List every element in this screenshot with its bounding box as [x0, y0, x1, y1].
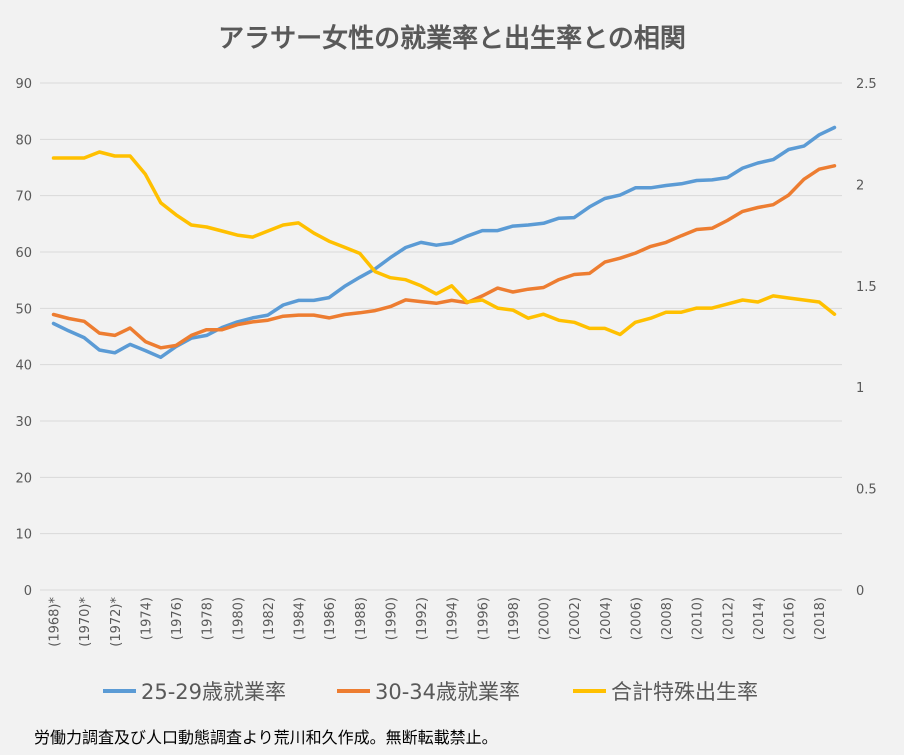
y-left-tick-label: 30 [15, 415, 32, 430]
x-tick-label: (2006) [629, 597, 644, 640]
x-tick-label: (1992) [415, 597, 430, 640]
y-right-tick-label: 0.5 [856, 483, 877, 498]
y-left-tick-label: 90 [15, 77, 32, 92]
legend-label-2: 30-34歳就業率 [375, 680, 520, 704]
x-tick-label: (2002) [568, 597, 583, 640]
x-tick-label: (2010) [691, 597, 706, 640]
footnote: 労働力調査及び人口動態調査より荒川和久作成。無断転載禁止。 [34, 728, 498, 747]
x-tick-label: (1998) [507, 597, 522, 640]
legend-label-1: 25-29歳就業率 [141, 680, 286, 704]
y-left-tick-label: 20 [15, 471, 32, 486]
y-right-tick-label: 0 [856, 584, 864, 599]
y-left-tick-label: 40 [15, 359, 32, 374]
x-tick-label: (1980) [231, 597, 246, 640]
series-line-1 [51, 125, 837, 360]
x-tick-label: (1974) [139, 597, 154, 640]
y-left-tick-label: 50 [15, 302, 32, 317]
x-tick-label: (2018) [813, 597, 828, 640]
y-right-tick-label: 2 [856, 178, 864, 193]
y-right-tick-label: 1 [856, 381, 864, 396]
x-tick-label: (1984) [293, 597, 308, 640]
x-tick-label: (1982) [262, 597, 277, 640]
x-tick-label: (1968)* [48, 597, 63, 647]
y-left-tick-label: 80 [15, 133, 32, 148]
x-tick-label: (1970)* [78, 597, 93, 647]
x-tick-label: (1990) [384, 597, 399, 640]
chart-title: アラサー女性の就業率と出生率との相関 [218, 24, 686, 54]
x-tick-label: (2012) [721, 597, 736, 640]
x-tick-label: (2016) [783, 597, 798, 640]
x-tick-label: (1996) [476, 597, 491, 640]
y-left-tick-label: 10 [15, 528, 32, 543]
y-right-tick-label: 2.5 [856, 77, 877, 92]
legend-label-3: 合計特殊出生率 [611, 680, 758, 704]
x-tick-label: (1978) [201, 597, 216, 640]
line-chart: 0 10 20 30 40 50 60 70 80 90 0 0.5 1 1.5 2 2.5 (1968)* (1… [15, 77, 877, 704]
y-left-tick-label: 70 [15, 190, 32, 205]
series-line-3 [51, 150, 837, 337]
x-tick-label: (1972)* [109, 597, 124, 647]
x-tick-label: (1976) [170, 597, 185, 640]
series-line-2 [51, 164, 837, 350]
x-tick-label: (2004) [599, 597, 614, 640]
x-tick-label: (1994) [446, 597, 461, 640]
x-tick-label: (2000) [538, 597, 553, 640]
x-tick-label: (1988) [354, 597, 369, 640]
y-left-tick-label: 60 [15, 246, 32, 261]
y-left-tick-label: 0 [24, 584, 32, 599]
x-tick-label: (1986) [323, 597, 338, 640]
x-tick-label: (2014) [752, 597, 767, 640]
x-tick-label: (2008) [660, 597, 675, 640]
y-right-tick-label: 1.5 [856, 280, 877, 295]
